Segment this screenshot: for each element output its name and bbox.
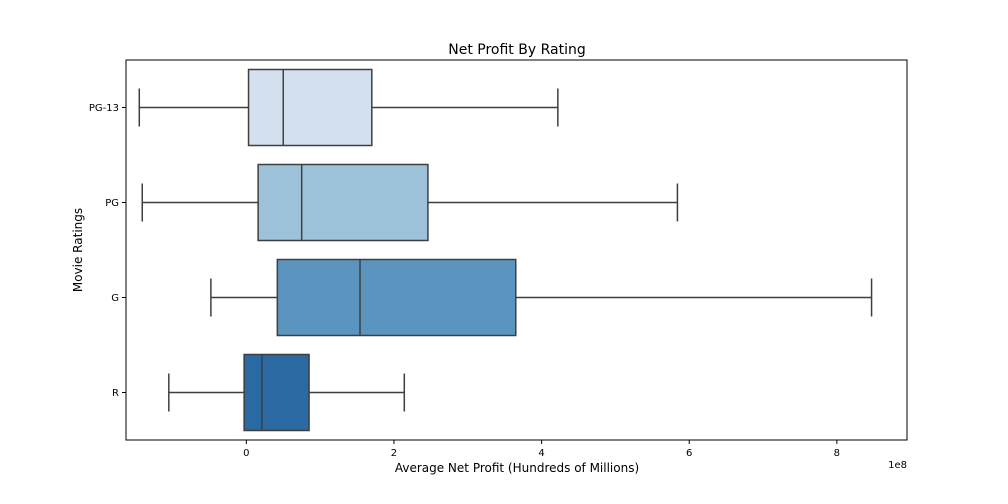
y-tick-label: R <box>112 388 119 399</box>
x-tick-label: 4 <box>538 448 544 459</box>
y-axis-label: Movie Ratings <box>71 208 85 292</box>
box-r <box>243 353 310 432</box>
x-tick-label: 8 <box>834 448 840 459</box>
box-group-r <box>168 353 406 432</box>
boxes-layer <box>138 68 873 432</box>
plot-frame <box>125 59 908 441</box>
x-tick-label: 0 <box>243 448 249 459</box>
box-pg <box>257 163 429 242</box>
box-group-g <box>210 258 873 337</box>
chart-title: Net Profit By Rating <box>448 42 585 58</box>
y-axis-ticks: PG-13 PG G R <box>89 103 126 399</box>
x-tick-label: 2 <box>391 448 397 459</box>
x-axis-label: Average Net Profit (Hundreds of Millions… <box>395 461 639 475</box>
box-group-pg-13 <box>138 68 559 147</box>
box-pg-13 <box>247 68 373 147</box>
x-tick-label: 6 <box>686 448 692 459</box>
x-axis-ticks: 0 2 4 6 8 <box>243 440 840 459</box>
box-g <box>276 258 517 337</box>
box-group-pg <box>141 163 679 242</box>
y-tick-label: PG-13 <box>89 103 119 114</box>
y-tick-label: PG <box>105 198 119 209</box>
y-tick-label: G <box>111 293 119 304</box>
x-offset-label: 1e8 <box>888 460 907 471</box>
